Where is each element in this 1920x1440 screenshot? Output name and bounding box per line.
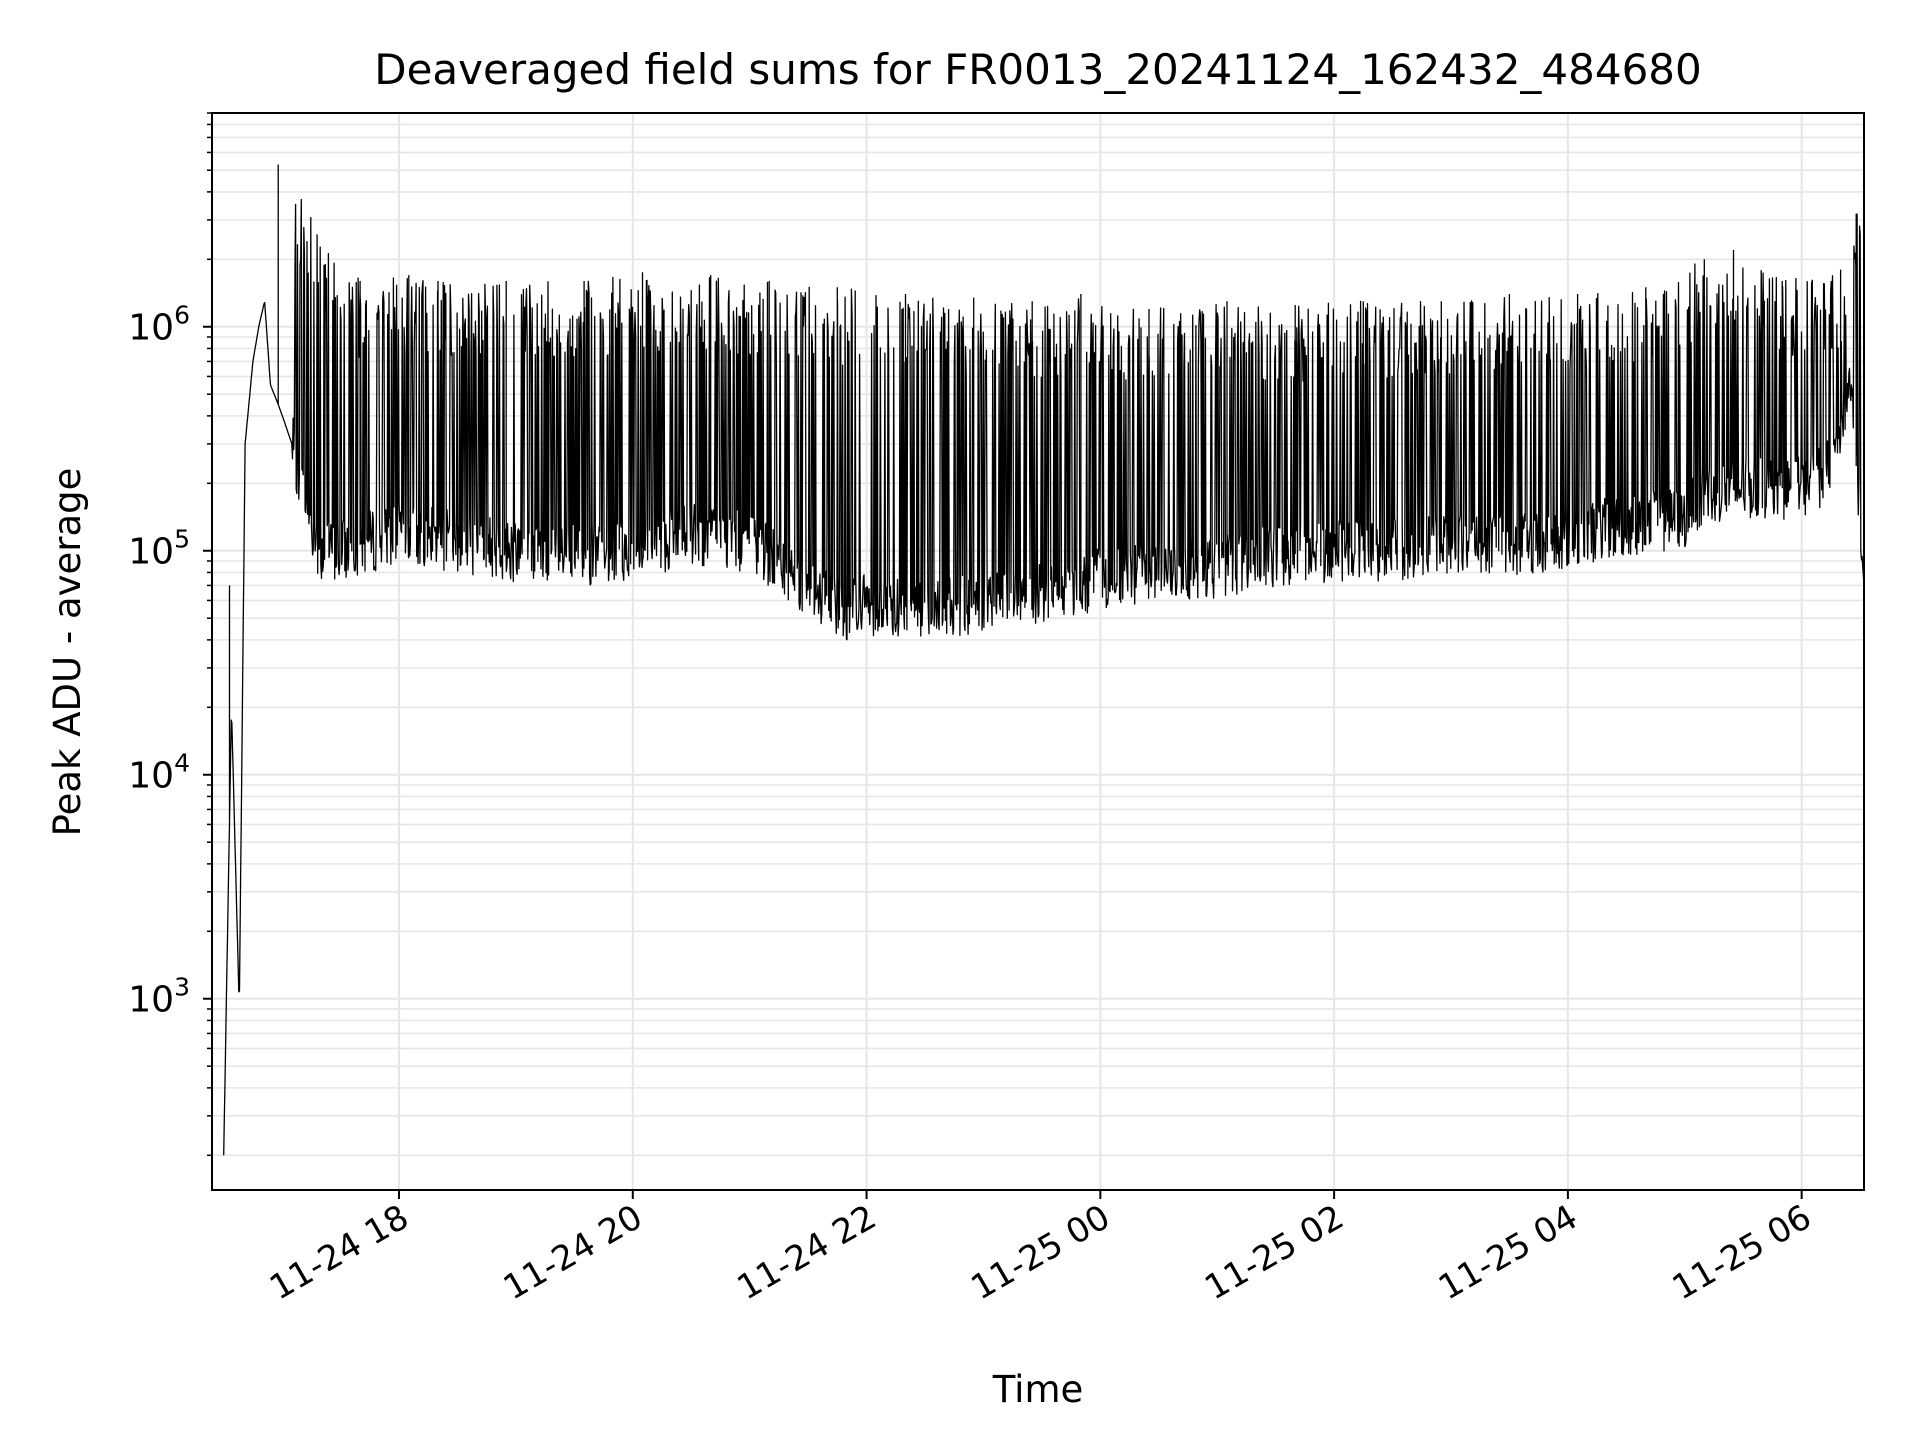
y-tick-label: 104	[128, 749, 190, 797]
y-tick-label: 103	[128, 973, 190, 1021]
series-line	[223, 164, 1865, 1156]
x-axis-label: Time	[992, 1368, 1084, 1411]
chart-title: Deaveraged field sums for FR0013_2024112…	[374, 45, 1702, 94]
plot-frame	[211, 112, 1865, 1191]
y-tick-label: 105	[128, 525, 190, 573]
y-axis-label: Peak ADU - average	[46, 468, 89, 837]
y-tick-label: 106	[128, 301, 190, 349]
plot-area	[223, 164, 1865, 1156]
